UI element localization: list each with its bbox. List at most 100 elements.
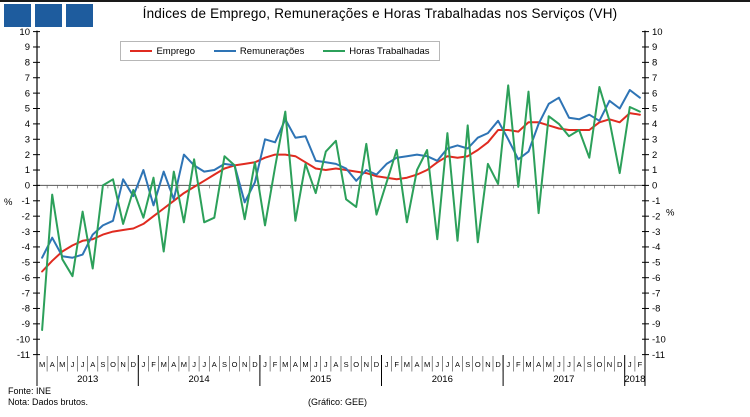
y-tick-label-right: 4 (652, 119, 657, 130)
y-tick-label-left: -10 (16, 334, 30, 345)
x-month-label: M (546, 360, 552, 369)
y-tick-label-left: -4 (22, 242, 30, 253)
x-month-label: J (446, 360, 450, 369)
chart-legend: Emprego Remunerações Horas Trabalhadas (120, 41, 440, 61)
x-year-label: 2015 (310, 374, 331, 385)
y-tick-label-right: 10 (652, 27, 663, 38)
logo-square-icon (35, 4, 62, 27)
y-tick-label-right: 2 (652, 150, 657, 161)
x-month-label: A (414, 360, 419, 369)
y-tick-label-right: -7 (652, 288, 660, 299)
x-month-label: A (212, 360, 217, 369)
x-month-label: F (516, 360, 521, 369)
y-tick-label-left: 7 (25, 73, 30, 84)
x-month-label: A (536, 360, 541, 369)
x-year-label: 2016 (432, 374, 453, 385)
emprego-line-swatch-icon (130, 50, 153, 52)
x-month-label: M (424, 360, 430, 369)
x-month-label: N (364, 360, 369, 369)
y-tick-label-right: 8 (652, 58, 657, 69)
x-month-label: S (344, 360, 349, 369)
y-tick-label-left: -11 (17, 350, 30, 361)
x-month-label: M (282, 360, 288, 369)
y-tick-label-left: -5 (22, 258, 30, 269)
x-month-label: A (90, 360, 95, 369)
y-tick-label-right: -1 (652, 196, 660, 207)
series-line-horas-trabalhadas (41, 84, 641, 331)
y-tick-label-right: 3 (652, 134, 657, 145)
x-month-label: F (394, 360, 399, 369)
y-tick-label-left: 1 (25, 165, 30, 176)
x-month-label: A (455, 360, 460, 369)
x-month-label: J (435, 360, 439, 369)
y-axis-label-left: % (4, 197, 13, 208)
y-tick-label-right: -11 (652, 350, 665, 361)
x-month-label: O (475, 360, 481, 369)
x-month-label: J (506, 360, 510, 369)
y-tick-label-left: 8 (25, 58, 30, 69)
x-month-label: O (232, 360, 238, 369)
x-year-label: 2013 (77, 374, 98, 385)
x-year-label: 2014 (189, 374, 210, 385)
credit-note: (Gráfico: GEE) (308, 397, 368, 407)
x-month-label: F (151, 360, 156, 369)
x-year-label: 2018 (624, 374, 645, 385)
x-month-label: A (333, 360, 338, 369)
x-month-label: A (293, 360, 298, 369)
x-month-label: D (131, 360, 137, 369)
x-month-label: N (120, 360, 125, 369)
x-month-label: S (222, 360, 227, 369)
y-tick-label-right: -2 (652, 211, 660, 222)
x-month-label: S (100, 360, 105, 369)
y-tick-label-right: -3 (652, 227, 660, 238)
x-month-label: M (404, 360, 410, 369)
x-month-label: M (302, 360, 308, 369)
x-month-label: J (263, 360, 267, 369)
y-tick-label-right: 1 (652, 165, 657, 176)
x-month-label: A (577, 360, 582, 369)
y-tick-label-right: -8 (652, 304, 660, 315)
remuneracoes-line-swatch-icon (213, 50, 236, 52)
x-month-label: J (71, 360, 75, 369)
y-tick-label-left: -2 (22, 211, 30, 222)
logo-square-icon (66, 4, 93, 27)
y-tick-label-left: -3 (22, 227, 30, 238)
legend-item-horas: Horas Trabalhadas (323, 45, 430, 57)
x-month-label: M (39, 360, 45, 369)
y-tick-label-left: -8 (22, 304, 30, 315)
source-note: Fonte: INE (8, 386, 52, 396)
x-month-label: J (385, 360, 389, 369)
legend-item-emprego: Emprego (130, 46, 195, 57)
y-tick-label-right: -9 (652, 319, 660, 330)
y-axis-label-right: % (666, 208, 675, 219)
y-tick-label-left: 3 (25, 134, 30, 145)
y-tick-label-left: 5 (25, 104, 30, 115)
x-year-label: 2017 (553, 374, 574, 385)
x-month-label: M (525, 360, 531, 369)
x-month-label: N (242, 360, 247, 369)
x-month-label: S (587, 360, 592, 369)
x-month-label: O (596, 360, 602, 369)
x-month-label: J (628, 360, 632, 369)
y-tick-label-right: 9 (652, 42, 657, 53)
y-tick-label-left: 4 (25, 119, 30, 130)
chart-title: Índices de Emprego, Remunerações e Horas… (142, 6, 618, 21)
legend-label: Horas Trabalhadas (349, 45, 430, 57)
x-month-label: A (171, 360, 176, 369)
x-month-label: J (142, 360, 146, 369)
x-month-label: F (273, 360, 278, 369)
x-month-label: D (374, 360, 380, 369)
y-tick-label-right: -10 (652, 334, 666, 345)
y-tick-label-right: -6 (652, 273, 660, 284)
x-month-label: J (314, 360, 318, 369)
y-tick-label-left: 10 (19, 27, 30, 38)
x-month-label: J (557, 360, 561, 369)
x-month-label: S (465, 360, 470, 369)
y-tick-label-right: 6 (652, 88, 657, 99)
x-month-label: J (192, 360, 196, 369)
y-tick-label-left: 0 (25, 181, 30, 192)
y-tick-label-right: 0 (652, 181, 657, 192)
window-top-border (0, 0, 750, 2)
y-tick-label-left: -6 (22, 273, 30, 284)
